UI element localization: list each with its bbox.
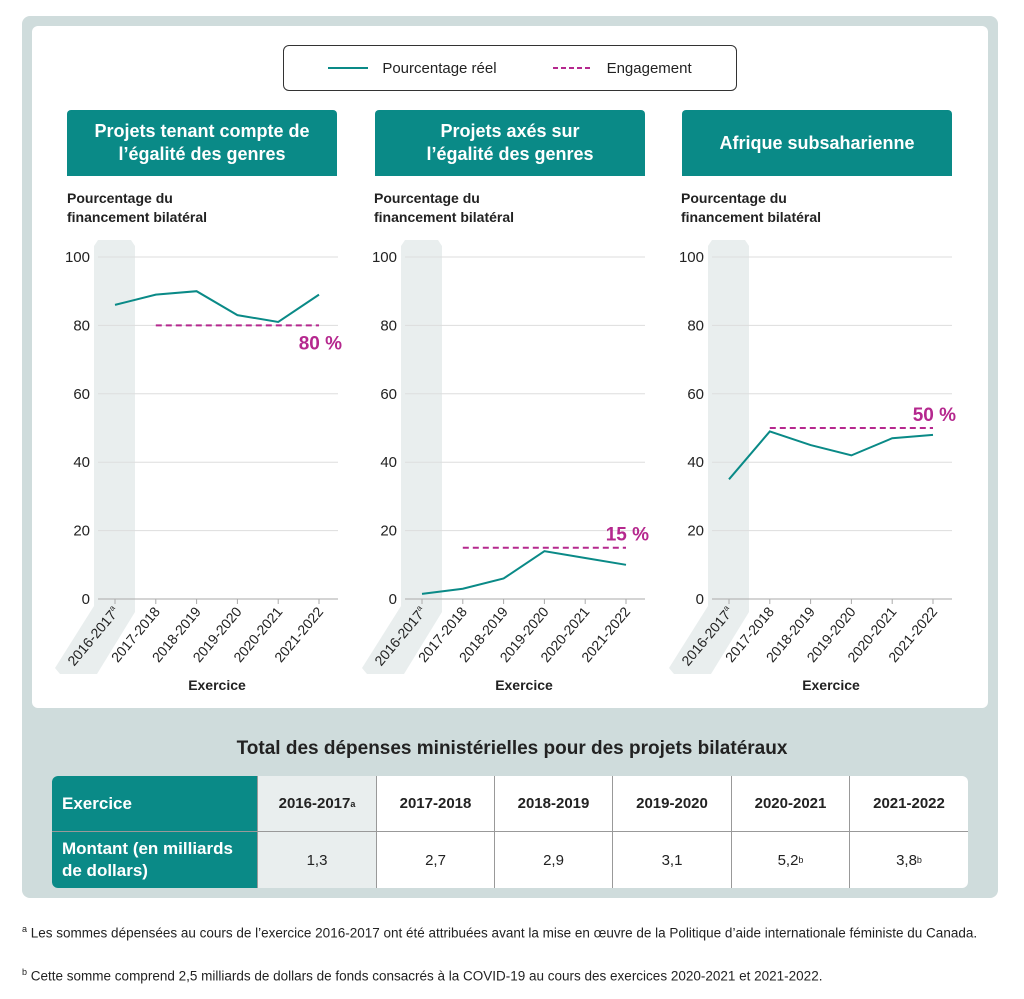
amount-cell: 5,2 b [731,832,849,888]
y-tick-label: 80 [687,317,704,334]
y-tick-label: 20 [380,523,397,540]
legend: Pourcentage réel Engagement [283,45,737,91]
x-tick-note: a [107,603,117,613]
amount-cell: 3,1 [612,832,731,888]
footnote-a: a Les sommes dépensées au cours de l’exe… [22,924,978,941]
solid-line-swatch [328,67,369,69]
y-tick-label: 100 [372,249,397,266]
panel-title-3: Afrique subsaharienne [682,110,952,176]
row-header-amount: Montant (en milliards de dollars) [52,832,257,888]
amount-cell: 3,8 b [849,832,968,888]
spending-table: Exercice 2016-2017 a 2017-2018 2018-2019 … [52,776,968,888]
x-axis-label: Exercice [495,677,553,693]
commitment-label: 50 % [913,405,956,426]
table-title: Total des dépenses ministérielles pour d… [236,738,788,759]
y-tick-label: 60 [687,386,704,403]
x-tick-note: a [721,603,731,613]
y-axis-label-1: Pourcentage du financement bilatéral [67,190,208,225]
legend-actual-label: Pourcentage réel [382,59,497,77]
amount-cell: 1,3 [257,832,376,888]
highlight-band [669,240,749,674]
year-cell: 2016-2017 a [257,776,376,832]
legend-item-actual: Pourcentage réel [328,59,497,77]
y-tick-label: 80 [380,317,397,334]
year-cell: 2017-2018 [376,776,494,832]
y-tick-label: 0 [389,591,397,608]
panel-title-2: Projets axés sur l’égalité des genres [375,110,645,176]
y-tick-label: 0 [82,591,90,608]
commitment-label: 15 % [606,525,649,546]
amount-cell: 2,7 [376,832,494,888]
y-tick-label: 100 [65,249,90,266]
line-charts: 0204060801002016-2017a2017-20182018-2019… [55,240,956,693]
x-tick-note: a [414,603,424,613]
y-tick-label: 20 [687,523,704,540]
y-axis-label-2: Pourcentage du financement bilatéral [374,190,515,225]
x-axis-label: Exercice [802,677,860,693]
amount-cell: 2,9 [494,832,612,888]
year-cell: 2018-2019 [494,776,612,832]
year-cell: 2019-2020 [612,776,731,832]
legend-commitment-label: Engagement [606,59,692,77]
y-tick-label: 20 [73,523,90,540]
dashed-line-swatch [552,67,593,69]
highlight-band [55,240,135,674]
y-tick-label: 40 [73,454,90,471]
y-tick-label: 40 [380,454,397,471]
row-header-year: Exercice [52,776,257,832]
x-axis-label: Exercice [188,677,246,693]
footnote-b: b Cette somme comprend 2,5 milliards de … [22,967,823,984]
y-tick-label: 80 [73,317,90,334]
year-cell: 2020-2021 [731,776,849,832]
commitment-label: 80 % [299,333,342,354]
panel-title-1: Projets tenant compte de l’égalité des g… [67,110,337,176]
actual-line [728,430,934,480]
y-axis-label-3: Pourcentage du financement bilatéral [681,190,822,225]
y-tick-label: 100 [679,249,704,266]
actual-line [114,290,320,324]
y-tick-label: 0 [696,591,704,608]
y-tick-label: 40 [687,454,704,471]
y-tick-label: 60 [380,386,397,403]
highlight-band [362,240,442,674]
legend-item-commitment: Engagement [552,59,692,77]
y-tick-label: 60 [73,386,90,403]
actual-line [421,550,627,595]
year-cell: 2021-2022 [849,776,968,832]
